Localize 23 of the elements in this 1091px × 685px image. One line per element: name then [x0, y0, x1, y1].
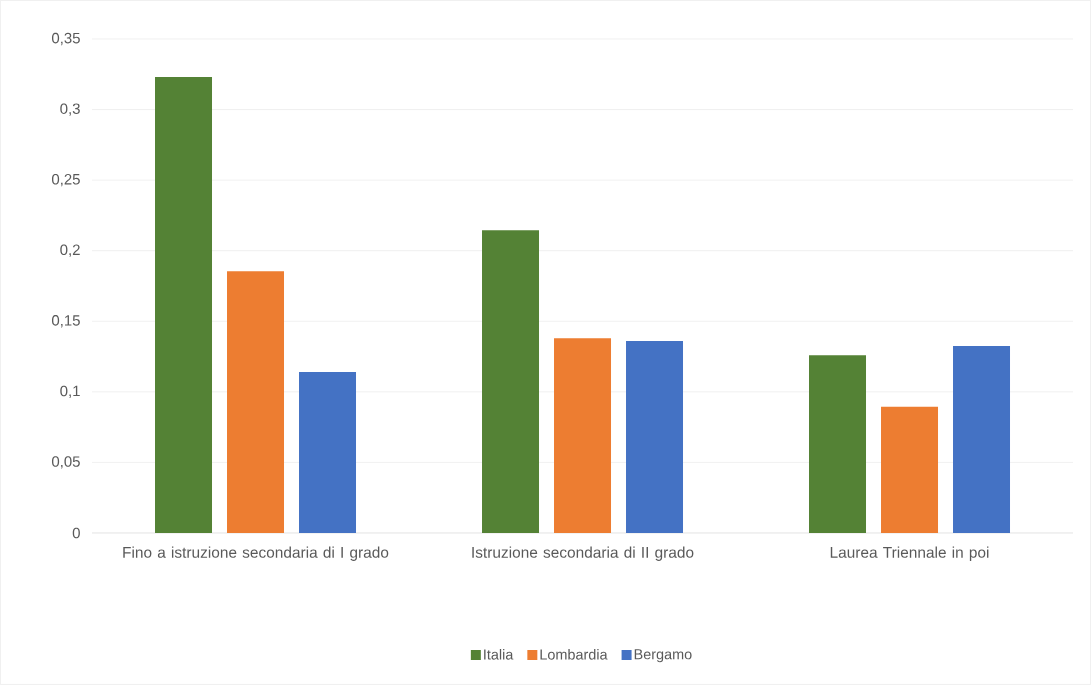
- y-tick-label: 0,3: [60, 103, 80, 116]
- bar: [299, 372, 357, 533]
- x-tick-label: Istruzione secondaria di II grado: [472, 546, 694, 561]
- legend-label: Italia: [484, 649, 514, 660]
- legend-label: Lombardia: [540, 649, 608, 660]
- x-tick-label: Laurea Triennale in poi: [830, 546, 989, 561]
- y-tick-label: 0,1: [60, 385, 80, 399]
- y-tick-label: 0,15: [51, 315, 80, 328]
- y-tick-label: 0,25: [51, 173, 80, 187]
- bar: [554, 338, 612, 533]
- y-tick-label: 0: [72, 527, 80, 539]
- y-tick-label: 0,2: [60, 244, 80, 257]
- bar: [626, 341, 684, 533]
- bar: [155, 77, 213, 533]
- y-tick-label: 0,35: [51, 32, 80, 46]
- bar: [482, 230, 540, 533]
- bar: [809, 355, 867, 533]
- x-tick-label: Fino a istruzione secondaria di I grado: [123, 546, 389, 561]
- legend-label: Bergamo: [634, 649, 692, 663]
- y-tick-label: 0,05: [51, 456, 80, 469]
- bar: [881, 406, 939, 533]
- bar: [953, 345, 1011, 533]
- bar: [227, 271, 285, 533]
